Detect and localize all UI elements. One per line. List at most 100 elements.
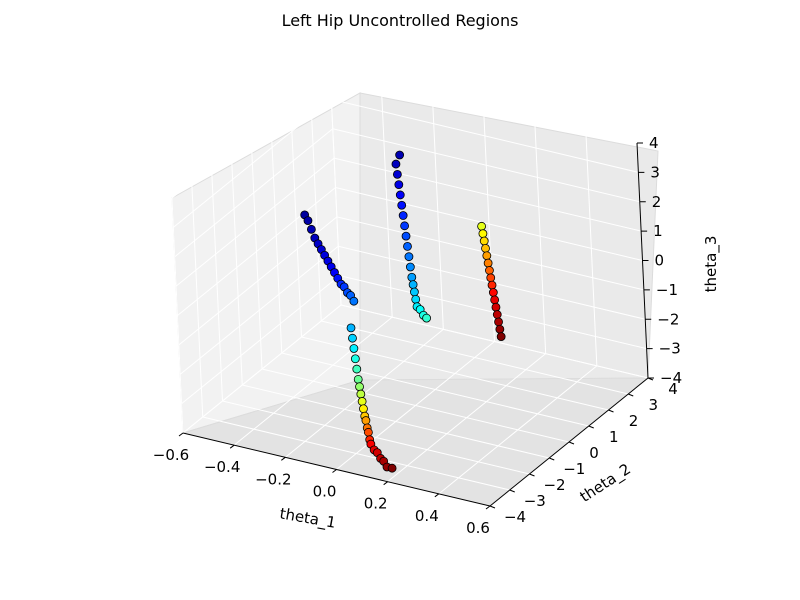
grid-line xyxy=(335,187,643,261)
scatter-point xyxy=(356,389,366,399)
scatter-point xyxy=(398,211,408,220)
x-tick-label: 0.6 xyxy=(466,519,490,537)
x-tick-mark xyxy=(383,481,388,486)
scatter-point xyxy=(487,280,497,290)
scatter-point xyxy=(397,200,407,210)
grid-line xyxy=(321,320,629,395)
scatter-point xyxy=(359,404,368,414)
grid-line xyxy=(261,368,570,443)
scatter-point xyxy=(352,364,362,374)
scatter-point xyxy=(411,294,421,304)
grid-line xyxy=(171,69,331,199)
scatter-point xyxy=(496,332,506,342)
grid-line xyxy=(177,187,336,316)
scatter-point xyxy=(492,310,502,319)
scatter-point xyxy=(391,159,401,169)
grid-line xyxy=(182,304,342,434)
grid-line xyxy=(242,384,550,459)
scatter-point xyxy=(348,333,357,343)
scatter-point xyxy=(306,224,316,234)
y-tick-mark xyxy=(509,489,515,493)
x-tick-mark xyxy=(485,505,491,510)
grid-line xyxy=(179,245,339,375)
y-tick-mark xyxy=(628,393,634,397)
scatter-point xyxy=(485,266,494,275)
y-tick-label: 1 xyxy=(609,428,619,446)
scatter-point xyxy=(407,272,417,282)
x-tick-label: 0.2 xyxy=(364,495,388,513)
scatter-point xyxy=(361,416,371,425)
grid-line xyxy=(334,157,642,232)
y-tick-label: −2 xyxy=(543,476,565,494)
scatter-point xyxy=(349,344,359,353)
scatter-point xyxy=(486,273,496,283)
scatter-point xyxy=(353,374,363,384)
grid-line xyxy=(202,416,510,491)
scatter-point xyxy=(394,180,404,190)
scatter-point xyxy=(491,302,501,312)
data-points xyxy=(300,150,506,473)
scatter-point xyxy=(387,463,397,473)
grid-line xyxy=(329,69,638,144)
scatter-point xyxy=(477,221,487,231)
scatter-point xyxy=(355,382,364,392)
grid-line xyxy=(175,157,335,287)
scatter-point xyxy=(410,287,419,297)
y-tick-label: 3 xyxy=(648,396,658,414)
x-tick-label: −0.6 xyxy=(153,446,189,464)
scatter-point xyxy=(357,397,367,406)
z-tick-label: 2 xyxy=(652,193,662,211)
scatter-point xyxy=(488,288,498,297)
y-tick-label: 0 xyxy=(589,444,599,462)
chart-title: Left Hip Uncontrolled Regions xyxy=(282,11,519,30)
y-tick-label: 2 xyxy=(629,412,639,430)
scatter-point xyxy=(363,427,373,437)
grid-line xyxy=(332,128,640,203)
scatter-point xyxy=(482,251,492,261)
scatter-point xyxy=(349,296,359,306)
grid-line xyxy=(173,98,332,228)
scatter-point xyxy=(400,221,410,231)
scatter-point xyxy=(395,190,405,200)
y-tick-mark xyxy=(568,441,575,445)
grid-line xyxy=(340,304,649,379)
y-tick-mark xyxy=(588,425,594,429)
scatter-point xyxy=(404,252,414,262)
z-tick-label: 4 xyxy=(649,134,659,152)
y-tick-label: −1 xyxy=(563,460,585,478)
scatter-point xyxy=(494,317,503,327)
grid-line xyxy=(181,275,340,405)
scatter-point xyxy=(495,324,505,334)
z-tick-label: 1 xyxy=(653,222,663,240)
y-tick-mark xyxy=(489,505,496,509)
grid-line xyxy=(222,400,530,475)
y-tick-mark xyxy=(549,457,555,461)
x-tick-label: 0.0 xyxy=(313,483,337,501)
scatter-point xyxy=(303,216,313,226)
y-tick-mark xyxy=(608,409,614,413)
z-tick-label: −4 xyxy=(660,369,682,387)
x-tick-label: 0.4 xyxy=(415,507,439,525)
scatter-point xyxy=(346,323,356,333)
z-tick-label: −3 xyxy=(659,340,681,358)
z-tick-label: 3 xyxy=(650,163,660,181)
grid-line xyxy=(331,98,639,173)
grid-line xyxy=(281,352,589,427)
grid-line xyxy=(339,275,647,350)
scatter-point xyxy=(401,231,411,241)
scatter-point xyxy=(350,354,360,364)
y-tick-label: 4 xyxy=(668,380,678,398)
z-tick-label: −1 xyxy=(656,281,678,299)
scatter-point xyxy=(392,169,402,179)
scatter-point xyxy=(490,295,500,305)
scatter-point xyxy=(479,236,489,246)
grid-line xyxy=(174,128,334,258)
x-tick-mark xyxy=(178,432,184,437)
scatter-point xyxy=(405,262,415,272)
x-tick-mark xyxy=(434,493,440,498)
x-tick-mark xyxy=(281,456,286,461)
y-tick-label: −3 xyxy=(524,492,546,510)
